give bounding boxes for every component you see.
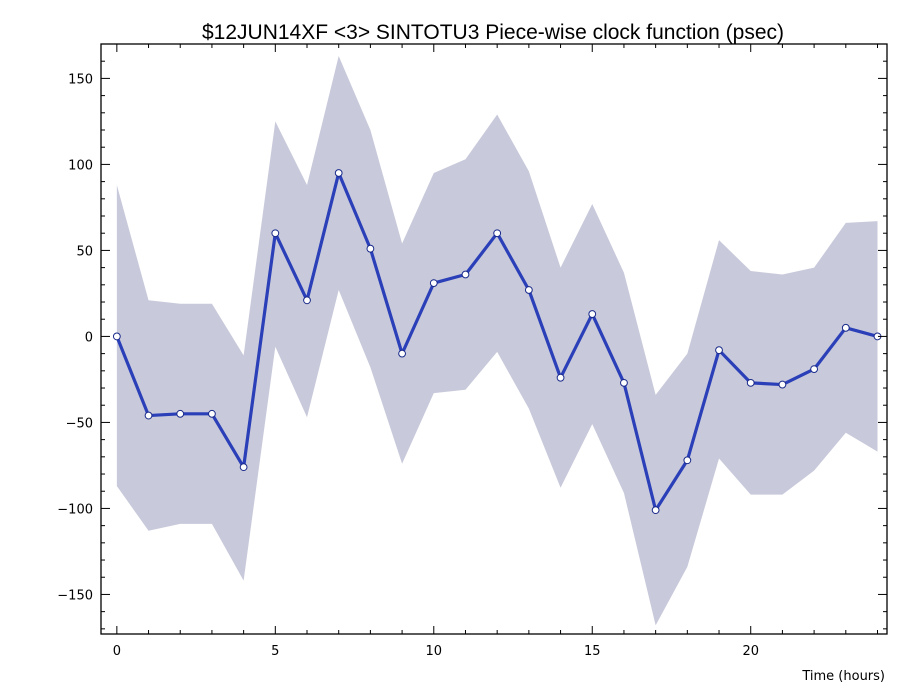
uncertainty-band <box>116 56 878 626</box>
data-point-0 <box>112 332 121 341</box>
data-point-6 <box>303 296 311 305</box>
y-tick-label-50: 50 <box>76 244 93 259</box>
axis-ticks: 0 5 10 15 20 −150 −100 −50 0 50 100 150 <box>57 43 887 659</box>
x-tick-label-0: 0 <box>113 644 121 659</box>
data-point-18 <box>683 456 692 465</box>
data-point-layer <box>112 169 882 515</box>
data-point-22 <box>810 365 819 374</box>
data-point-16 <box>620 378 628 387</box>
data-point-4 <box>239 463 248 472</box>
data-point-12 <box>493 229 502 238</box>
data-point-3 <box>208 409 216 418</box>
data-point-1 <box>144 411 153 420</box>
data-point-9 <box>398 349 406 358</box>
x-tick-label-10: 10 <box>426 644 443 659</box>
data-point-13 <box>524 286 533 294</box>
plot-frame <box>100 43 888 635</box>
y-tick-label--150: −150 <box>57 588 93 603</box>
data-point-7 <box>334 169 343 177</box>
data-point-14 <box>556 373 565 382</box>
data-point-21 <box>778 380 787 389</box>
data-point-20 <box>746 378 755 387</box>
data-point-2 <box>176 409 185 418</box>
data-point-10 <box>429 279 438 287</box>
x-tick-label-15: 15 <box>584 644 601 659</box>
y-tick-label--50: −50 <box>66 416 93 431</box>
data-point-8 <box>366 244 375 253</box>
y-tick-label-0: 0 <box>85 330 93 345</box>
x-axis-label: Time (hours) <box>801 669 885 684</box>
data-point-19 <box>715 346 723 355</box>
chart-title: $12JUN14XF <3> SINTOTU3 Piece-wise clock… <box>202 21 784 44</box>
data-point-23 <box>841 323 850 332</box>
data-point-5 <box>271 229 280 238</box>
y-tick-label-100: 100 <box>68 158 93 173</box>
data-point-17 <box>651 506 660 515</box>
data-point-15 <box>588 310 597 318</box>
x-tick-label-5: 5 <box>271 644 279 659</box>
y-tick-label-150: 150 <box>68 72 93 87</box>
uncertainty-band-area <box>116 56 878 626</box>
data-point-11 <box>461 270 470 279</box>
x-tick-label-20: 20 <box>742 644 759 659</box>
y-tick-label--100: −100 <box>57 502 93 517</box>
